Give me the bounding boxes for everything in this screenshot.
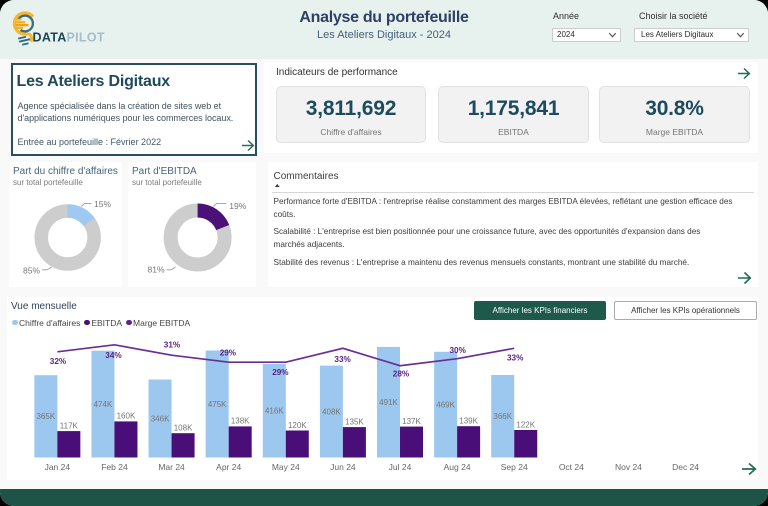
- svg-text:85%: 85%: [23, 265, 40, 275]
- svg-text:Mar 24: Mar 24: [158, 462, 185, 472]
- svg-text:138K: 138K: [231, 417, 250, 426]
- svg-text:346K: 346K: [151, 414, 170, 423]
- svg-text:33%: 33%: [507, 354, 524, 363]
- svg-text:469K: 469K: [436, 400, 455, 409]
- svg-text:29%: 29%: [220, 349, 237, 358]
- svg-text:160K: 160K: [117, 412, 136, 421]
- svg-text:30%: 30%: [450, 346, 467, 355]
- svg-text:365K: 365K: [37, 412, 56, 421]
- svg-text:Sep 24: Sep 24: [501, 462, 528, 472]
- svg-text:33%: 33%: [334, 355, 351, 364]
- svg-text:19%: 19%: [229, 201, 246, 211]
- svg-text:34%: 34%: [105, 351, 122, 360]
- svg-text:31%: 31%: [164, 341, 181, 350]
- svg-text:Jan 24: Jan 24: [45, 462, 71, 472]
- svg-text:122K: 122K: [516, 420, 535, 429]
- svg-text:15%: 15%: [94, 199, 111, 209]
- svg-text:May 24: May 24: [272, 462, 300, 472]
- svg-text:366K: 366K: [493, 412, 512, 421]
- svg-text:Jul 24: Jul 24: [389, 462, 412, 472]
- svg-text:PILOT: PILOT: [67, 31, 105, 45]
- svg-text:32%: 32%: [50, 357, 67, 366]
- svg-text:135K: 135K: [345, 417, 364, 426]
- svg-text:Jun 24: Jun 24: [330, 462, 356, 472]
- svg-text:29%: 29%: [272, 368, 289, 377]
- svg-text:416K: 416K: [265, 406, 284, 415]
- svg-text:491K: 491K: [379, 398, 398, 407]
- svg-text:474K: 474K: [94, 400, 113, 409]
- svg-text:Dec 24: Dec 24: [672, 462, 699, 472]
- svg-text:137K: 137K: [402, 417, 421, 426]
- svg-text:117K: 117K: [60, 421, 79, 430]
- svg-text:120K: 120K: [288, 421, 307, 430]
- svg-text:Feb 24: Feb 24: [101, 462, 128, 472]
- svg-text:Nov 24: Nov 24: [615, 462, 642, 472]
- svg-text:81%: 81%: [147, 264, 164, 274]
- svg-text:408K: 408K: [322, 407, 341, 416]
- svg-text:Apr 24: Apr 24: [216, 462, 241, 472]
- svg-text:475K: 475K: [208, 400, 227, 409]
- svg-text:139K: 139K: [459, 417, 478, 426]
- svg-text:Aug 24: Aug 24: [444, 462, 471, 472]
- svg-text:108K: 108K: [174, 424, 193, 433]
- svg-text:28%: 28%: [393, 369, 410, 378]
- svg-text:Oct 24: Oct 24: [559, 462, 584, 472]
- svg-text:DATA: DATA: [33, 31, 67, 45]
